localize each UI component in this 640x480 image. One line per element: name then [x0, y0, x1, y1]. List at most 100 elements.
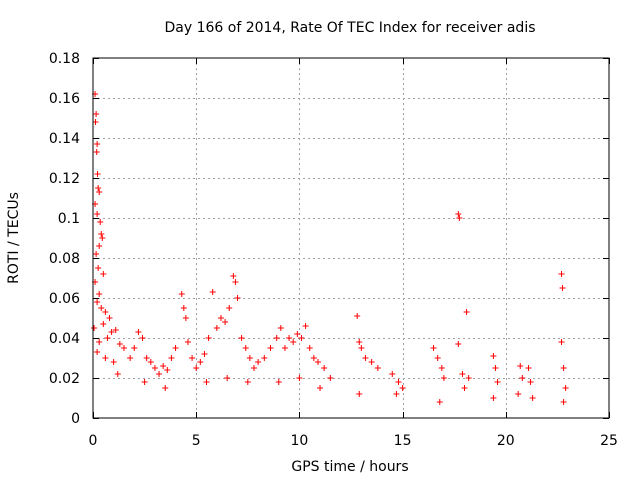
data-point: [281, 345, 288, 351]
data-point: [95, 265, 102, 271]
x-axis-label: GPS time / hours: [291, 459, 408, 475]
data-point: [399, 385, 406, 391]
data-point: [184, 339, 191, 345]
data-point: [209, 289, 216, 295]
data-points: [91, 91, 569, 405]
data-point: [201, 351, 208, 357]
data-point: [250, 365, 257, 371]
data-point: [110, 359, 117, 365]
data-point: [302, 323, 309, 329]
data-point: [515, 391, 522, 397]
y-tick-label: 0.12: [49, 171, 80, 187]
data-point: [131, 345, 138, 351]
data-point: [242, 345, 249, 351]
data-point: [244, 379, 251, 385]
data-point: [356, 391, 363, 397]
data-point: [135, 329, 142, 335]
data-point: [224, 375, 231, 381]
data-point: [108, 329, 115, 335]
y-tick-label: 0.04: [49, 331, 80, 347]
data-point: [461, 385, 468, 391]
data-point: [562, 385, 569, 391]
data-point: [217, 315, 224, 321]
y-tick-label: 0.16: [49, 91, 80, 107]
data-point: [494, 379, 501, 385]
data-point: [141, 379, 148, 385]
data-point: [314, 359, 321, 365]
y-tick-label: 0.02: [49, 371, 80, 387]
x-tick-label: 0: [89, 433, 98, 449]
data-point: [160, 363, 167, 369]
data-point: [310, 355, 317, 361]
data-point: [230, 273, 237, 279]
data-point: [97, 219, 104, 225]
data-point: [96, 339, 103, 345]
data-point: [354, 313, 361, 319]
y-tick-label: 0.1: [58, 211, 80, 227]
data-point: [116, 341, 123, 347]
data-point: [440, 375, 447, 381]
data-point: [94, 299, 101, 305]
data-point: [94, 349, 101, 355]
x-tick-label: 5: [192, 433, 201, 449]
data-point: [112, 327, 119, 333]
y-tick-label: 0.18: [49, 51, 80, 67]
data-point: [143, 355, 150, 361]
data-point: [178, 291, 185, 297]
y-tick-label: 0.06: [49, 291, 80, 307]
y-tick-label: 0: [71, 411, 80, 427]
data-point: [463, 309, 470, 315]
data-point: [102, 355, 109, 361]
data-point: [490, 353, 497, 359]
data-point: [455, 211, 462, 217]
data-point: [102, 309, 109, 315]
data-point: [172, 345, 179, 351]
data-point: [255, 359, 262, 365]
data-point: [275, 379, 282, 385]
data-point: [277, 325, 284, 331]
data-point: [98, 231, 105, 237]
data-point: [286, 335, 293, 341]
data-point: [156, 371, 163, 377]
data-point: [455, 341, 462, 347]
data-point: [98, 305, 105, 311]
data-point: [456, 215, 463, 221]
data-point: [93, 149, 100, 155]
data-point: [96, 243, 103, 249]
data-point: [517, 363, 524, 369]
data-point: [321, 365, 328, 371]
data-point: [238, 335, 245, 341]
data-point: [95, 185, 102, 191]
data-point: [290, 339, 297, 345]
x-tick-label: 10: [290, 433, 308, 449]
data-point: [96, 291, 103, 297]
data-point: [164, 367, 171, 373]
data-point: [430, 345, 437, 351]
data-point: [368, 359, 375, 365]
data-point: [438, 365, 445, 371]
data-point: [93, 251, 100, 257]
data-point: [93, 111, 100, 117]
data-point: [298, 335, 305, 341]
plot-frame: [92, 57, 610, 419]
data-point: [106, 315, 113, 321]
data-point: [434, 355, 441, 361]
data-point: [492, 365, 499, 371]
data-point: [436, 399, 443, 405]
data-point: [362, 355, 369, 361]
data-point: [180, 305, 187, 311]
data-point: [317, 385, 324, 391]
data-point: [147, 359, 154, 365]
data-point: [222, 319, 229, 325]
data-point: [327, 375, 334, 381]
data-point: [525, 365, 532, 371]
data-point: [234, 295, 241, 301]
data-point: [393, 391, 400, 397]
data-point: [94, 171, 101, 177]
data-point: [120, 345, 127, 351]
y-tick-labels: 0 0.02 0.04 0.06 0.08 0.1 0.12 0.14 0.16 0.18: [49, 51, 80, 427]
data-point: [560, 365, 567, 371]
data-point: [267, 345, 274, 351]
data-point: [96, 189, 103, 195]
chart-title: Day 166 of 2014, Rate Of TEC Index for r…: [164, 20, 535, 36]
